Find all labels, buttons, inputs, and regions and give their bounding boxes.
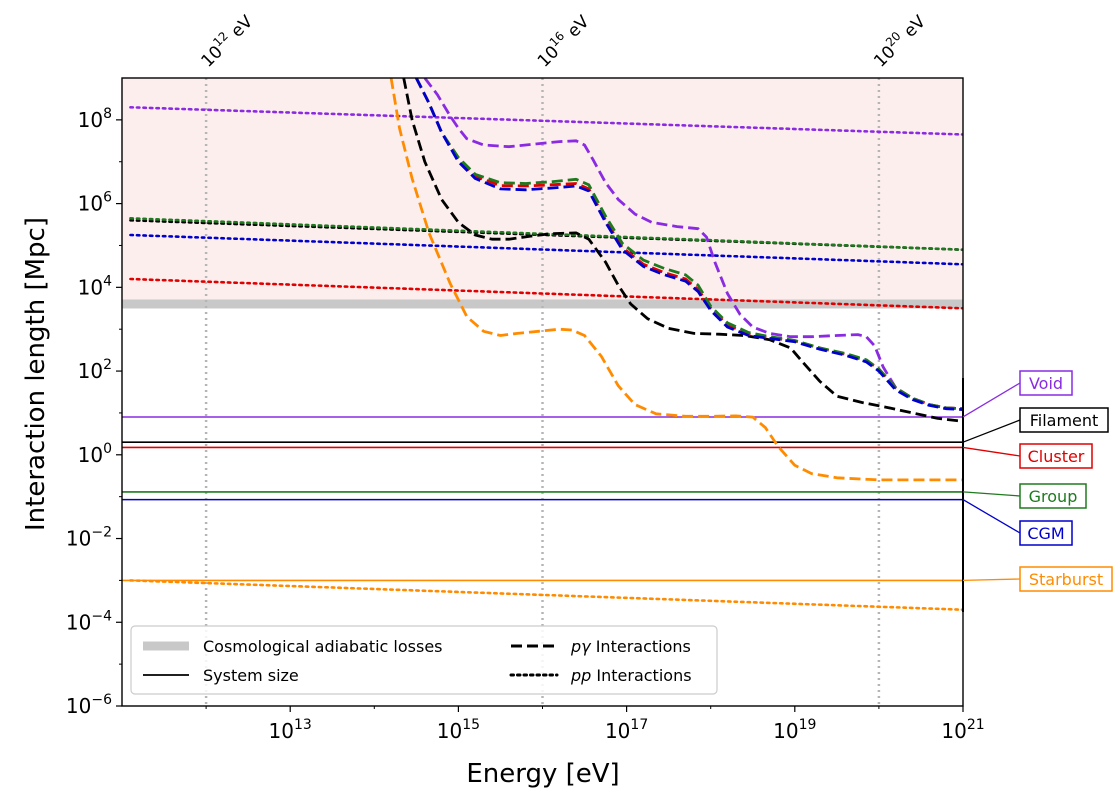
y-tick-label: 106 xyxy=(78,190,112,216)
legend-entry-dotted: pp Interactions xyxy=(509,666,692,685)
legend-label: pγ Interactions xyxy=(570,637,691,656)
system-label-connector xyxy=(962,419,1021,443)
legend-label: System size xyxy=(203,666,299,685)
system-label-text: CGM xyxy=(1027,524,1064,543)
system-label-connector xyxy=(962,499,1021,534)
system-label-group: Group xyxy=(962,483,1087,509)
x-tick-label: 1019 xyxy=(773,717,816,743)
system-label-starburst: Starburst xyxy=(962,566,1113,592)
gridlines xyxy=(204,78,881,706)
y-tick-label: 108 xyxy=(78,106,112,132)
system-label-box xyxy=(1019,407,1109,433)
y-tick-label: 10−6 xyxy=(66,692,112,718)
system-label-box xyxy=(1019,566,1113,592)
system-label-text: Filament xyxy=(1030,411,1099,430)
system-label-box xyxy=(1019,520,1073,546)
legend-label: pp Interactions xyxy=(570,666,692,685)
pgamma-curve-starburst xyxy=(389,78,963,482)
axes: 1012 eV 1016 eV 1020 eV 1013 1015 1017 1019 102… xyxy=(66,9,985,743)
legend-entry-solid: System size xyxy=(143,666,299,685)
pgamma-curves xyxy=(389,78,963,482)
pp-curve-void xyxy=(129,106,963,136)
legend-label: Cosmological adiabatic losses xyxy=(203,637,443,656)
system-label-text: Void xyxy=(1029,374,1063,393)
top-marker-label: 1020 eV xyxy=(868,9,930,71)
system-label-connector xyxy=(962,446,1021,457)
y-tick-label: 10−2 xyxy=(66,525,112,551)
top-marker-label: 1012 eV xyxy=(195,9,257,71)
system-label-text: Starburst xyxy=(1029,570,1103,589)
system-labels: Void Filament Cluster Group CGM Starburst xyxy=(962,370,1113,612)
system-label-text: Group xyxy=(1029,487,1078,506)
pp-curve-cluster xyxy=(129,277,963,310)
y-tick-label: 10−4 xyxy=(66,608,112,634)
legend-box xyxy=(130,625,718,695)
system-label-connector xyxy=(962,491,1021,497)
pp-curve-cgm xyxy=(129,233,963,266)
y-tick-label: 102 xyxy=(78,357,112,383)
system-label-void: Void xyxy=(962,370,1073,418)
legend: Cosmological adiabatic losses System size… xyxy=(130,625,718,695)
system-label-text: Cluster xyxy=(1028,447,1085,466)
y-tick-label: 100 xyxy=(78,441,112,467)
top-marker-label: 1016 eV xyxy=(531,9,593,71)
system-label-filament: Filament xyxy=(962,407,1109,443)
x-tick-label: 1021 xyxy=(941,717,984,743)
x-tick-label: 1017 xyxy=(605,717,648,743)
pp-curve-starburst xyxy=(129,579,963,611)
system-label-connector xyxy=(962,382,1021,418)
system-size-lines xyxy=(122,416,963,582)
y-axis-label: Interaction length [Mpc] xyxy=(21,217,51,531)
system-label-cgm: CGM xyxy=(962,499,1073,546)
pgamma-curve-cgm xyxy=(415,78,963,411)
system-label-box xyxy=(1019,443,1093,469)
x-axis-label: Energy [eV] xyxy=(466,759,619,789)
pgamma-curve-filament xyxy=(402,78,963,423)
system-label-cluster: Cluster xyxy=(962,443,1093,469)
x-tick-label: 1015 xyxy=(437,717,480,743)
y-tick-label: 104 xyxy=(78,273,112,299)
system-label-box xyxy=(1019,483,1087,509)
legend-entry-dashed: pγ Interactions xyxy=(511,637,691,656)
legend-entry-band: Cosmological adiabatic losses xyxy=(143,637,443,656)
pgamma-curve-void xyxy=(423,78,963,411)
x-tick-label: 1013 xyxy=(269,717,312,743)
system-label-box xyxy=(1019,370,1073,396)
system-label-connector xyxy=(962,578,1021,582)
